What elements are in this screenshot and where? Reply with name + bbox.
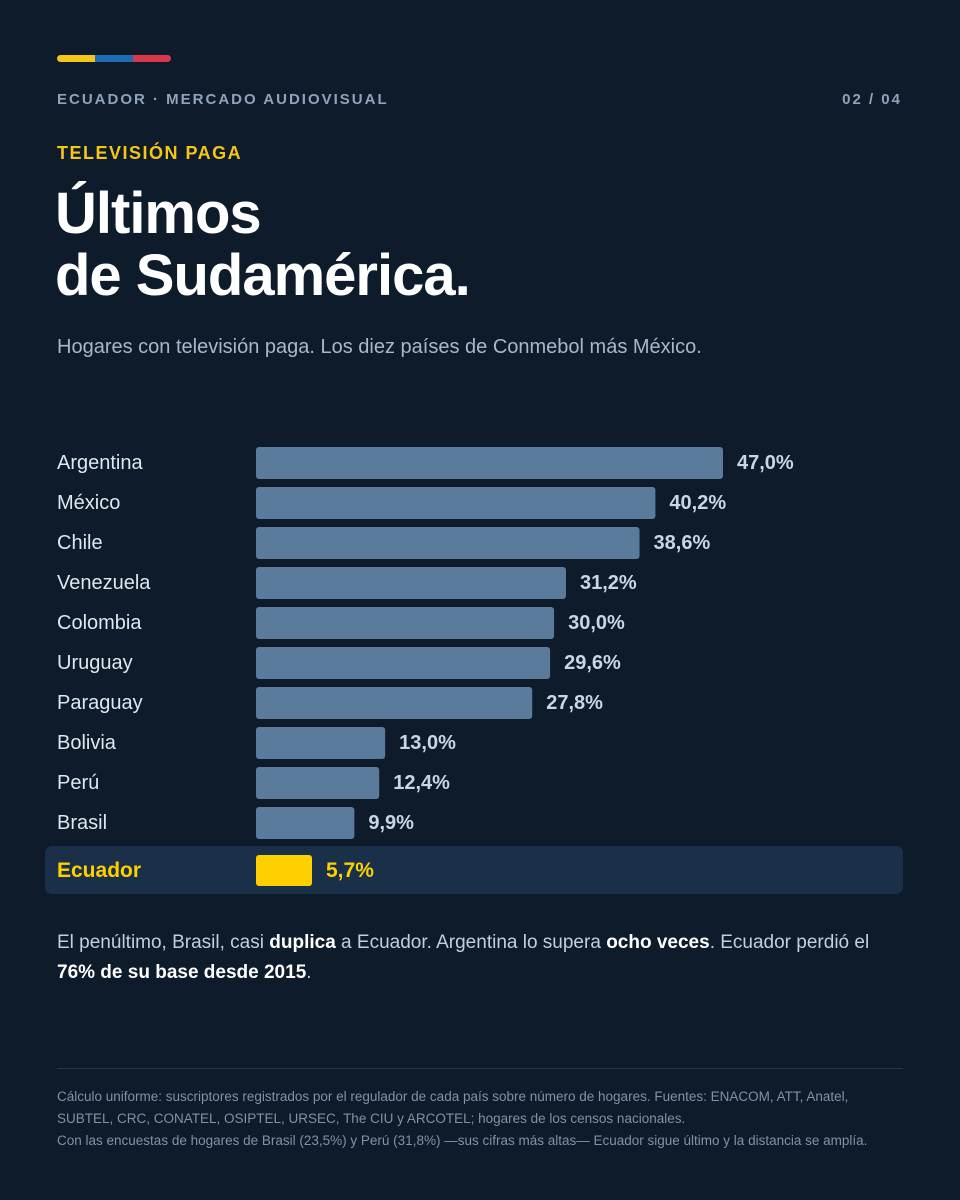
category-label: Venezuela	[57, 572, 151, 594]
page-indicator: 02 / 04	[842, 91, 902, 108]
kicker: ECUADOR · MERCADO AUDIOVISUAL	[57, 91, 389, 108]
title-line-2: de Sudamérica.	[55, 243, 471, 308]
value-label: 27,8%	[546, 692, 603, 714]
section-label: TELEVISIÓN PAGA	[57, 143, 243, 163]
value-label: 47,0%	[737, 452, 794, 474]
bar-chart: Argentina 47,0% México 40,2% Chile 38,6% Venez…	[45, 447, 903, 894]
bar	[256, 447, 723, 479]
value-label: 12,4%	[393, 772, 450, 794]
note-text-2: a Ecuador. Argentina lo supera	[335, 932, 607, 953]
ecuador-flag-stripe	[57, 55, 171, 62]
value-label: 38,6%	[654, 532, 711, 554]
bar	[256, 487, 656, 519]
footer-divider	[57, 1068, 903, 1069]
category-label: Brasil	[57, 812, 107, 834]
flag-red	[133, 55, 171, 62]
note-text-3: . Ecuador perdió el	[709, 932, 870, 953]
value-label: 29,6%	[564, 652, 621, 674]
footer-line-2: SUBTEL, CRC, CONATEL, OSIPTEL, URSEC, Th…	[57, 1111, 686, 1126]
category-label: Bolivia	[57, 732, 117, 754]
note-bold-1: duplica	[269, 932, 336, 953]
note-bold-3: 76% de su base desde 2015	[57, 962, 307, 983]
title-line-1: Últimos	[55, 181, 262, 246]
summary-note: El penúltimo, Brasil, casi duplica a Ecu…	[57, 928, 907, 988]
bar	[256, 687, 533, 719]
highlight-row-bg	[45, 846, 903, 894]
flag-yellow	[57, 55, 95, 62]
value-label: 40,2%	[669, 492, 726, 514]
footer-sources: Cálculo uniforme: suscriptores registrad…	[57, 1086, 907, 1152]
bar	[256, 807, 355, 839]
bar	[256, 527, 640, 559]
bar	[256, 767, 380, 799]
category-label: Colombia	[57, 612, 142, 634]
note-text-1: El penúltimo, Brasil, casi	[57, 932, 270, 953]
page-title: Últimos de Sudamérica.	[55, 181, 471, 308]
value-label: 5,7%	[326, 859, 374, 882]
bar	[256, 567, 567, 599]
category-label: Ecuador	[57, 859, 141, 882]
chart-subtitle: Hogares con televisión paga. Los diez pa…	[57, 336, 702, 358]
value-label: 30,0%	[568, 612, 625, 634]
value-label: 9,9%	[368, 812, 414, 834]
note-bold-2: ocho veces	[606, 932, 710, 953]
flag-blue	[95, 55, 133, 62]
bar	[256, 727, 386, 759]
bar	[256, 607, 555, 639]
footer-line-1: Cálculo uniforme: suscriptores registrad…	[57, 1089, 849, 1104]
category-label: Argentina	[57, 452, 143, 474]
bar	[256, 647, 551, 679]
category-label: Paraguay	[57, 692, 143, 714]
value-label: 13,0%	[399, 732, 456, 754]
category-label: Uruguay	[57, 652, 133, 674]
note-text-4: .	[306, 962, 312, 983]
category-label: Chile	[57, 532, 103, 554]
category-label: Perú	[57, 772, 99, 794]
bar	[256, 855, 312, 886]
value-label: 31,2%	[580, 572, 637, 594]
category-label: México	[57, 492, 120, 514]
footer-line-3: Con las encuestas de hogares de Brasil (…	[57, 1133, 868, 1148]
